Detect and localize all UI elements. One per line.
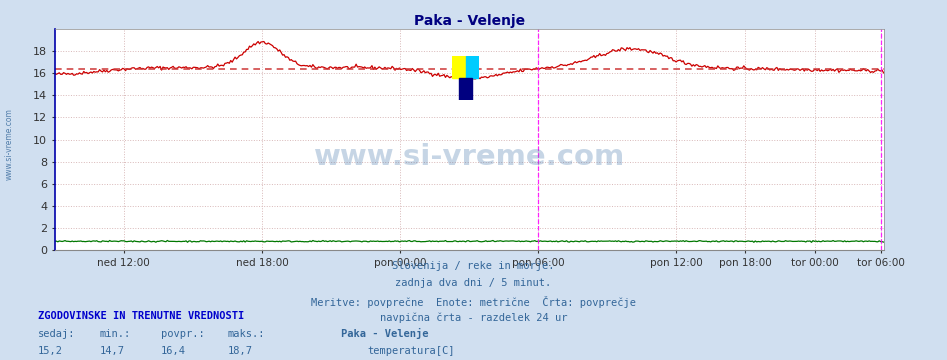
Text: ZGODOVINSKE IN TRENUTNE VREDNOSTI: ZGODOVINSKE IN TRENUTNE VREDNOSTI (38, 311, 244, 321)
Text: 15,2: 15,2 (38, 346, 63, 356)
Text: zadnja dva dni / 5 minut.: zadnja dva dni / 5 minut. (396, 278, 551, 288)
Text: temperatura[C]: temperatura[C] (367, 346, 455, 356)
Text: maks.:: maks.: (227, 329, 265, 339)
Text: sedaj:: sedaj: (38, 329, 76, 339)
Text: povpr.:: povpr.: (161, 329, 205, 339)
Text: www.si-vreme.com: www.si-vreme.com (313, 143, 625, 171)
Text: Paka - Velenje: Paka - Velenje (341, 328, 428, 339)
Title: Paka - Velenje: Paka - Velenje (414, 14, 525, 28)
Text: 16,4: 16,4 (161, 346, 186, 356)
Text: www.si-vreme.com: www.si-vreme.com (5, 108, 14, 180)
Bar (466, 57, 479, 78)
Text: Meritve: povprečne  Enote: metrične  Črta: povprečje: Meritve: povprečne Enote: metrične Črta:… (311, 296, 636, 307)
Text: 14,7: 14,7 (99, 346, 124, 356)
Text: navpična črta - razdelek 24 ur: navpična črta - razdelek 24 ur (380, 313, 567, 323)
Text: min.:: min.: (99, 329, 131, 339)
Bar (453, 57, 466, 78)
Text: Slovenija / reke in morje.: Slovenija / reke in morje. (392, 261, 555, 271)
Text: 18,7: 18,7 (227, 346, 252, 356)
Bar (459, 78, 473, 100)
